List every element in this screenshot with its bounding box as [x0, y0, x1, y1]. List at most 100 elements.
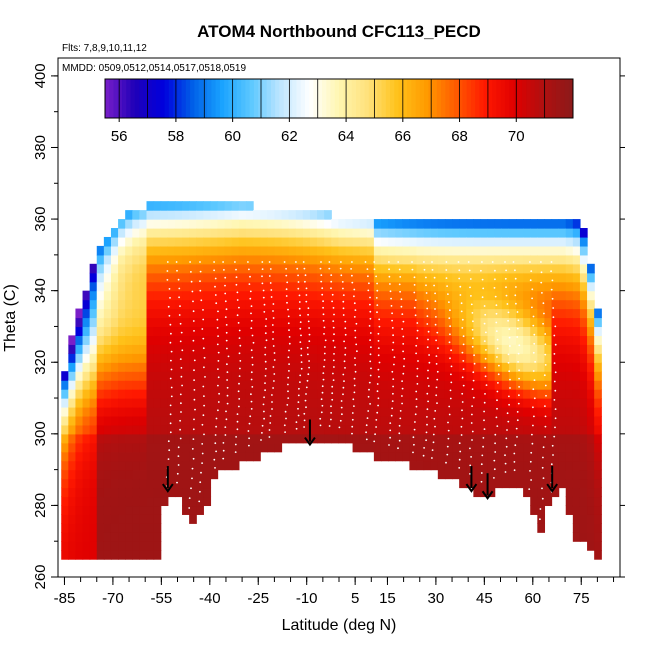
field-cell [160, 344, 169, 354]
track-point [248, 268, 250, 271]
field-cell [338, 335, 347, 345]
field-cell [487, 317, 496, 328]
field-cell [210, 433, 219, 444]
field-cell [487, 415, 496, 426]
track-point [308, 366, 310, 369]
field-cell [245, 210, 254, 220]
track-point [484, 393, 486, 395]
track-point [376, 289, 379, 292]
field-cell [96, 263, 105, 274]
colorbar-segment [109, 79, 114, 118]
field-cell [160, 201, 169, 211]
dates-note: MMDD: 0509,0512,0514,0517,0518,0519 [62, 63, 246, 74]
field-cell [444, 460, 453, 471]
field-cell [530, 487, 538, 498]
field-cell [82, 353, 91, 363]
colorbar-segment [198, 79, 204, 118]
track-point [288, 329, 290, 331]
field-cell [359, 371, 368, 381]
field-cell [345, 424, 354, 435]
field-cell [594, 335, 602, 345]
field-cell [338, 236, 347, 247]
field-cell [203, 487, 212, 498]
field-cell [501, 460, 510, 471]
track-point [514, 277, 517, 280]
field-cell [96, 424, 105, 435]
field-cell [189, 344, 197, 354]
field-cell [565, 496, 574, 507]
field-cell [139, 451, 148, 462]
track-point [320, 411, 323, 414]
field-cell [210, 317, 219, 328]
field-cell [579, 245, 588, 256]
field-cell [302, 415, 311, 426]
field-cell [537, 478, 546, 489]
field-cell [352, 219, 361, 229]
field-cell [231, 460, 240, 471]
field-cell [210, 245, 219, 256]
field-cell [579, 228, 588, 238]
field-cell [508, 236, 517, 247]
field-cell [125, 469, 133, 480]
field-cell [125, 487, 133, 498]
field-cell [153, 451, 162, 462]
field-cell [231, 236, 240, 247]
field-cell [302, 371, 311, 381]
field-cell [516, 317, 524, 328]
track-point [298, 294, 301, 297]
colorbar-segment [105, 79, 110, 118]
field-cell [89, 371, 98, 381]
field-cell [125, 380, 133, 390]
field-cell [537, 362, 546, 372]
track-point [391, 319, 393, 322]
field-cell [338, 398, 347, 408]
field-cell [153, 442, 162, 453]
field-cell [523, 236, 531, 247]
field-cell [437, 317, 446, 328]
field-cell [402, 433, 411, 444]
field-cell [530, 496, 538, 507]
field-cell [523, 433, 531, 444]
track-point [533, 397, 536, 400]
field-cell [494, 398, 503, 408]
track-point [305, 287, 308, 290]
track-point [353, 295, 355, 298]
field-cell [224, 344, 233, 354]
field-cell [331, 389, 339, 399]
field-cell [430, 344, 439, 354]
field-cell [288, 290, 297, 301]
field-cell [537, 263, 546, 274]
field-cell [466, 415, 474, 426]
field-cell [508, 442, 517, 453]
field-cell [196, 433, 204, 444]
field-cell [125, 523, 133, 533]
track-point [390, 414, 393, 417]
field-cell [118, 505, 126, 515]
field-cell [146, 245, 155, 256]
field-cell [196, 308, 204, 319]
track-point [541, 292, 543, 294]
field-cell [501, 299, 510, 310]
field-cell [118, 514, 126, 524]
track-point [321, 293, 324, 296]
track-point [285, 267, 287, 270]
field-cell [288, 254, 297, 265]
field-cell [373, 326, 382, 336]
field-cell [416, 254, 425, 265]
field-cell [473, 371, 482, 381]
field-cell [288, 326, 297, 336]
field-cell [558, 371, 567, 381]
field-cell [274, 362, 283, 372]
track-point [397, 447, 399, 450]
field-cell [224, 371, 233, 381]
field-cell [253, 308, 261, 319]
field-cell [466, 433, 474, 444]
field-cell [217, 406, 226, 417]
track-point [483, 410, 485, 413]
field-cell [203, 210, 212, 220]
field-cell [281, 228, 290, 238]
field-cell [530, 326, 538, 336]
field-cell [295, 362, 304, 372]
field-cell [174, 290, 183, 301]
